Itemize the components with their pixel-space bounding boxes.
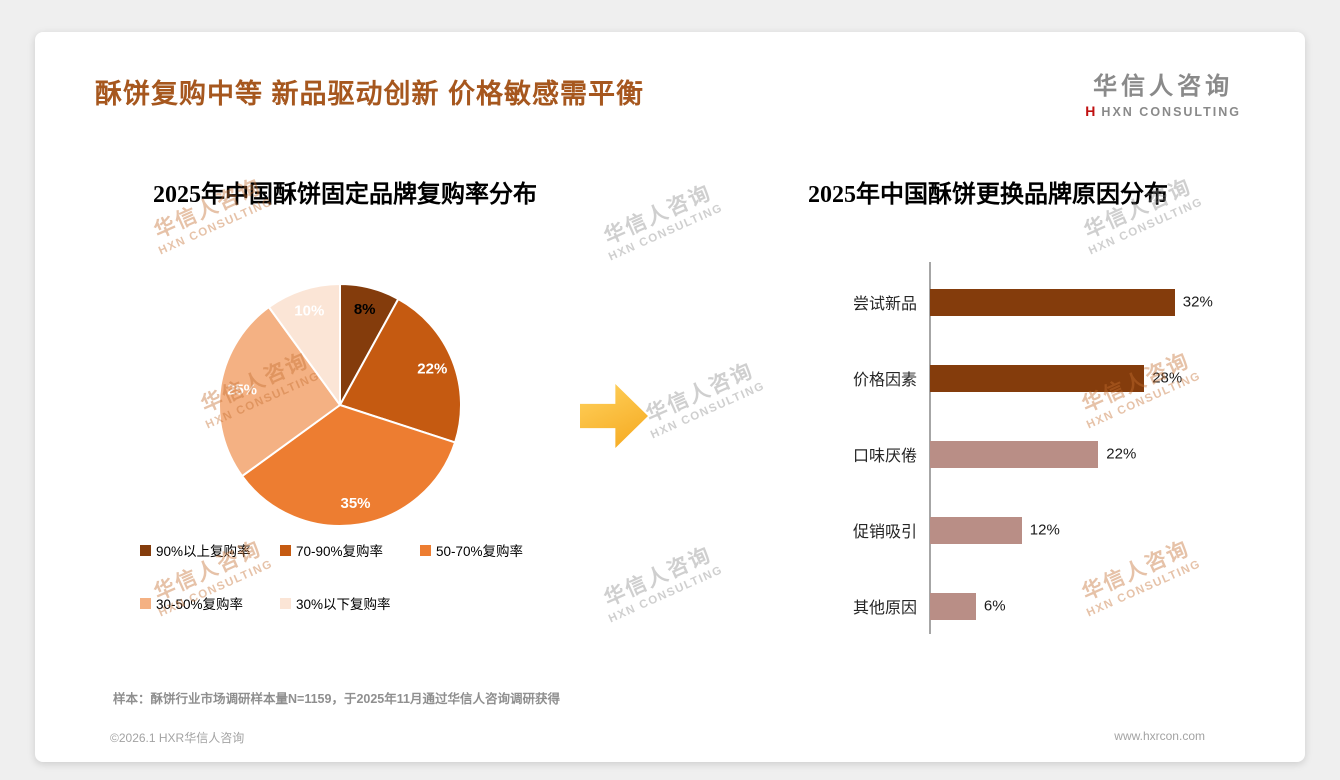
pie-slice-3 — [241, 404, 457, 527]
pie-slice-5 — [267, 283, 341, 406]
company-logo: 华信人咨询 H HXN CONSULTING — [1085, 66, 1241, 119]
legend-swatch-icon — [140, 544, 151, 556]
page-title: 酥饼复购中等 新品驱动创新 价格敏感需平衡 — [95, 79, 645, 109]
bar-fill — [930, 592, 976, 620]
bar-category-label: 口味厌倦 — [852, 448, 917, 465]
bar-fill — [930, 516, 1022, 544]
pie-value-label-3: 35% — [340, 495, 370, 512]
pie-chart: 8% 22% 35% 25% 10% — [218, 283, 462, 527]
legend-label: 50-70%复购率 — [436, 544, 524, 559]
logo-name: 华信人咨询 — [1093, 73, 1234, 100]
legend-swatch-icon — [280, 597, 291, 609]
legend-item-5: 30%以下复购率 — [280, 593, 420, 613]
legend-item-1: 90%以上复购率 — [140, 540, 280, 560]
logo-mark-icon: H — [1085, 103, 1098, 119]
bar-category-label: 其他原因 — [852, 600, 917, 617]
legend-item-2: 70-90%复购率 — [280, 540, 420, 560]
bar-rows: 尝试新品 32% 价格因素 28% 口味厌倦 22% 促销吸引 12% 其他原因 6% — [805, 264, 1305, 644]
bar-track: 6% — [930, 592, 1236, 620]
pie-value-label-1: 8% — [354, 301, 376, 318]
website-text: www.hxrcon.com — [1114, 729, 1205, 743]
legend-swatch-icon — [420, 544, 431, 556]
legend-label: 70-90%复购率 — [296, 544, 384, 559]
bar-track: 12% — [930, 516, 1236, 544]
transition-arrow-icon — [580, 384, 648, 448]
bar-category-label: 价格因素 — [852, 372, 917, 389]
bar-fill — [930, 364, 1145, 392]
legend-swatch-icon — [140, 597, 151, 609]
pie-value-label-5: 10% — [294, 303, 324, 320]
footer-bar: ©2026.1 HXR华信人咨询 www.hxrcon.com — [110, 729, 1205, 746]
pie-chart-title: 2025年中国酥饼固定品牌复购率分布 — [153, 182, 537, 208]
legend-item-3: 50-70%复购率 — [420, 540, 560, 560]
bar-value-label: 22% — [1106, 445, 1137, 463]
pie-value-label-2: 22% — [417, 361, 447, 378]
bar-row-3: 口味厌倦 22% — [805, 416, 1305, 492]
logo-subtitle: HXN CONSULTING — [1101, 105, 1241, 119]
bar-fill — [930, 440, 1099, 468]
legend-item-4: 30-50%复购率 — [140, 593, 280, 613]
bar-category-label: 促销吸引 — [852, 524, 917, 541]
bar-chart: 尝试新品 32% 价格因素 28% 口味厌倦 22% 促销吸引 12% 其他原因 6% — [805, 262, 1305, 644]
pie-slice-4 — [218, 306, 341, 478]
bar-category-label: 尝试新品 — [852, 296, 917, 313]
slide-card: 酥饼复购中等 新品驱动创新 价格敏感需平衡 华信人咨询 H HXN CONSULT… — [35, 32, 1305, 762]
bar-track: 22% — [930, 440, 1236, 468]
bar-row-1: 尝试新品 32% — [805, 264, 1305, 340]
legend-label: 90%以上复购率 — [156, 544, 251, 559]
pie-value-label-4: 25% — [227, 382, 257, 399]
logo-subtitle-row: H HXN CONSULTING — [1085, 103, 1241, 119]
bar-track: 28% — [930, 364, 1236, 392]
bar-fill — [930, 288, 1175, 316]
bar-value-label: 6% — [983, 597, 1006, 615]
legend-label: 30-50%复购率 — [156, 597, 244, 612]
pie-slice-2 — [339, 297, 462, 444]
bar-row-4: 促销吸引 12% — [805, 492, 1305, 568]
bar-value-label: 28% — [1152, 369, 1183, 387]
bar-row-2: 价格因素 28% — [805, 340, 1305, 416]
sample-note: 样本：酥饼行业市场调研样本量N=1159，于2025年11月通过华信人咨询调研获… — [113, 692, 560, 706]
legend-swatch-icon — [280, 544, 291, 556]
bar-chart-title: 2025年中国酥饼更换品牌原因分布 — [808, 182, 1168, 208]
bar-value-label: 12% — [1029, 521, 1060, 539]
legend-label: 30%以下复购率 — [296, 597, 391, 612]
bar-track: 32% — [930, 288, 1236, 316]
bar-row-5: 其他原因 6% — [805, 568, 1305, 644]
pie-legend: 90%以上复购率 70-90%复购率 50-70%复购率 30-50%复购率 30%以下… — [140, 540, 600, 646]
copyright: ©2026.1 HXR华信人咨询 — [110, 731, 245, 745]
bar-value-label: 32% — [1182, 293, 1213, 311]
